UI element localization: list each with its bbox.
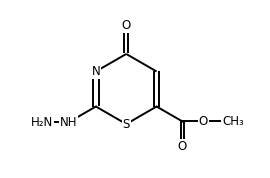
Text: O: O [178,140,187,153]
Text: S: S [123,117,130,130]
Text: O: O [122,19,131,32]
Text: N: N [92,65,100,78]
Text: CH₃: CH₃ [223,115,244,128]
Text: H₂N: H₂N [31,116,53,129]
Text: O: O [199,115,208,128]
Text: NH: NH [60,116,77,129]
